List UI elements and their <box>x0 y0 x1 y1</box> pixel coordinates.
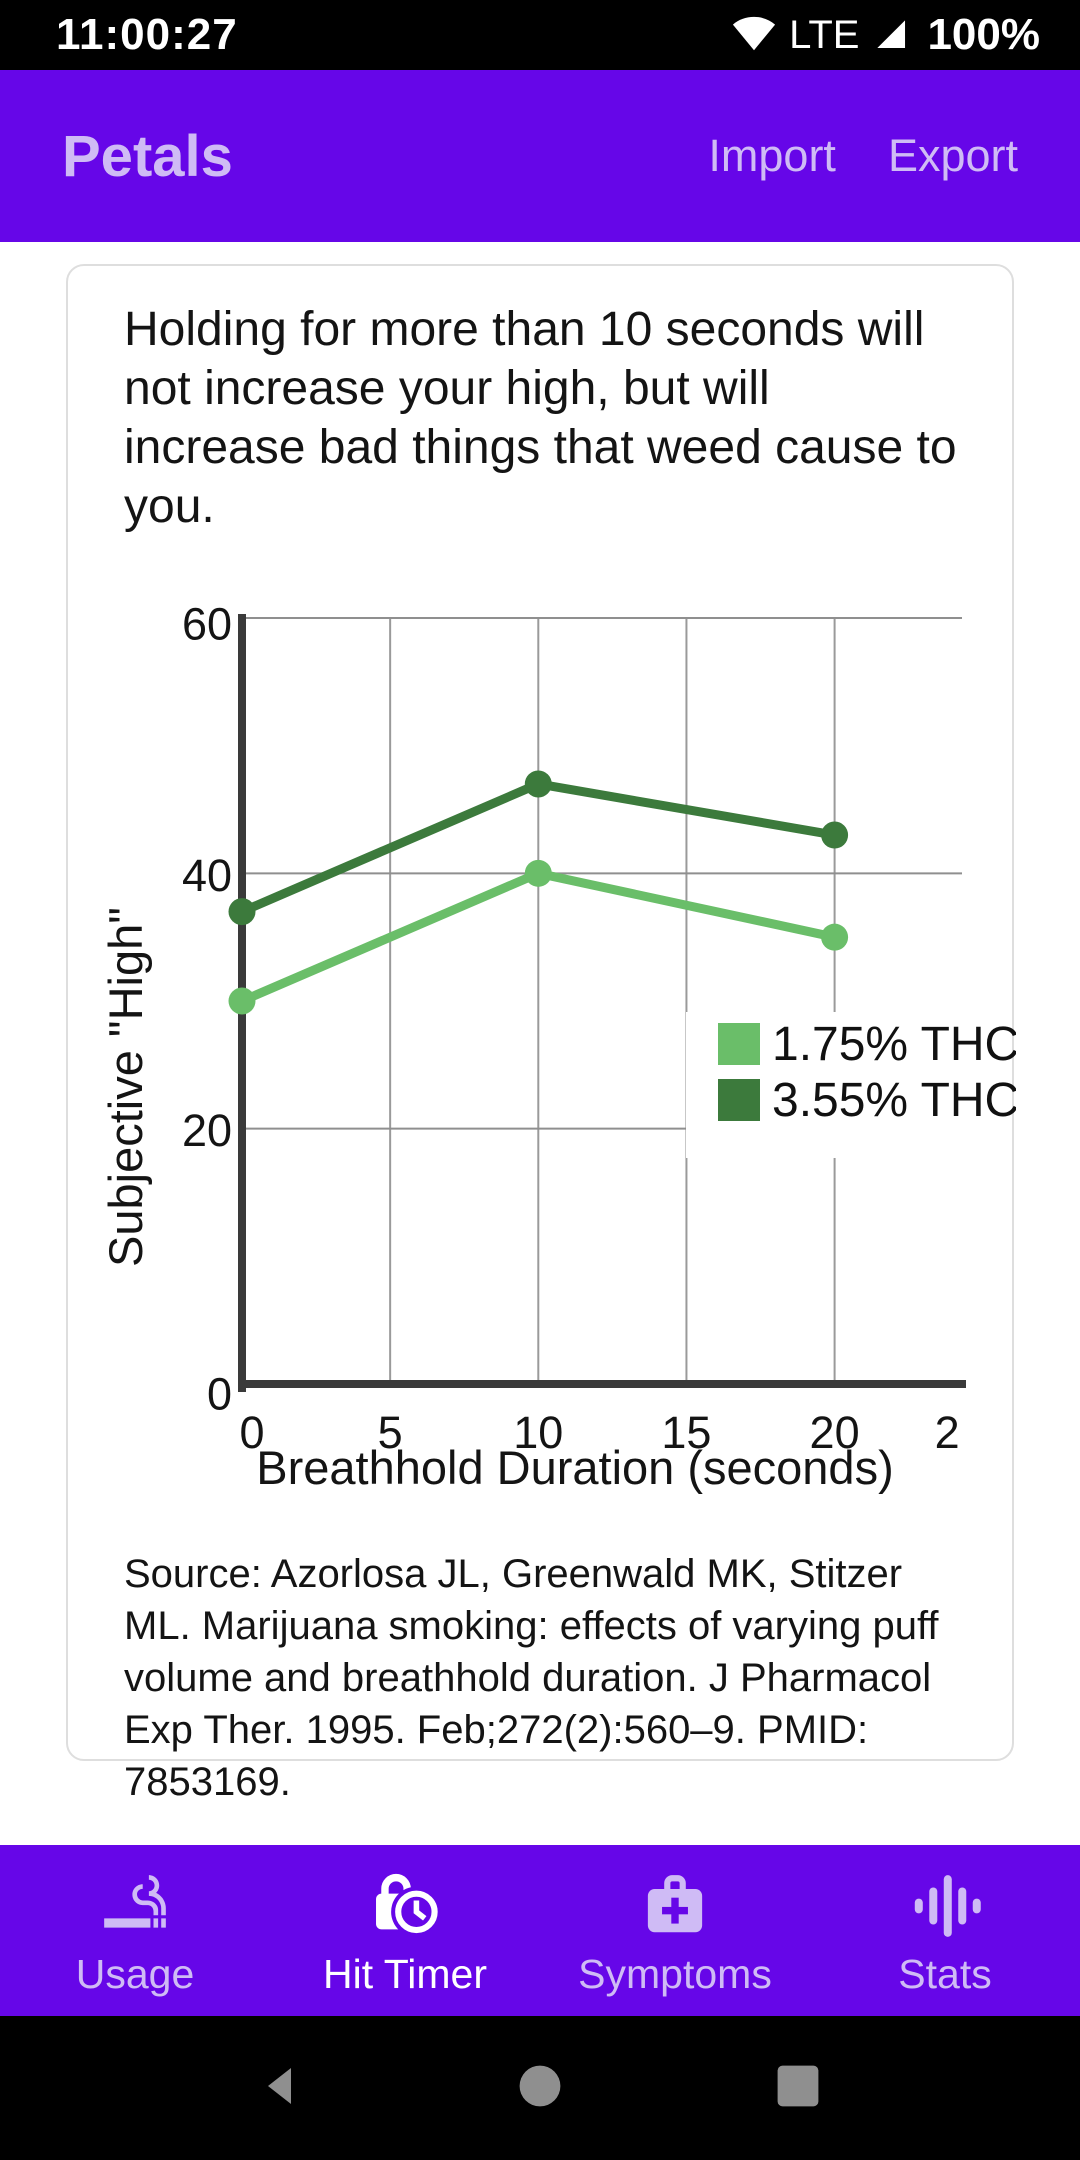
legend-label: 3.55% THC <box>772 1074 1016 1127</box>
lock-clock-icon <box>368 1869 442 1943</box>
nav-item-symptoms[interactable]: Symptoms <box>540 1845 810 2016</box>
legend-label: 1.75% THC <box>772 1018 1016 1071</box>
wifi-icon <box>731 13 777 58</box>
x-tick-label: 20 <box>810 1407 860 1458</box>
y-axis-title: Subjective "High" <box>99 907 152 1267</box>
legend-swatch <box>718 1079 760 1121</box>
x-tick-label: 0 <box>239 1407 264 1458</box>
data-point <box>821 821 849 849</box>
battery-percent: 100% <box>927 10 1040 59</box>
bottom-nav: Usage Hit Timer <box>0 1845 1080 2016</box>
export-button[interactable]: Export <box>887 130 1018 181</box>
android-system-nav <box>0 2016 1080 2160</box>
data-point <box>821 923 849 951</box>
nav-item-stats[interactable]: Stats <box>810 1845 1080 2016</box>
x-tick-label: 10 <box>513 1407 563 1458</box>
y-tick-label: 0 <box>207 1369 232 1420</box>
nav-label-usage: Usage <box>75 1951 195 1997</box>
source-citation: Source: Azorlosa JL, Greenwald MK, Stitz… <box>124 1552 939 1804</box>
android-home-button[interactable] <box>516 2062 564 2110</box>
nav-item-usage[interactable]: Usage <box>0 1845 270 2016</box>
medical-bag-icon <box>638 1869 712 1943</box>
status-clock: 11:00:27 <box>56 10 238 59</box>
nav-item-hit-timer[interactable]: Hit Timer <box>270 1845 540 2016</box>
y-tick-label: 40 <box>182 850 232 901</box>
app-title: Petals <box>62 123 233 189</box>
nav-label-symptoms: Symptoms <box>578 1951 772 1997</box>
app-bar-actions: Import Export <box>708 130 1018 182</box>
status-bar: 11:00:27 LTE 100% <box>0 0 1080 70</box>
data-point <box>524 770 552 798</box>
data-point <box>228 898 256 926</box>
cellular-signal-icon <box>871 14 909 57</box>
data-point <box>228 987 256 1015</box>
app-bar: Petals Import Export <box>0 70 1080 242</box>
status-icons: LTE 100% <box>731 10 1040 60</box>
android-back-button[interactable] <box>256 2062 304 2110</box>
y-tick-label: 20 <box>182 1105 232 1156</box>
android-recents-button[interactable] <box>774 2062 822 2110</box>
legend-swatch <box>718 1023 760 1065</box>
y-tick-label: 60 <box>182 599 232 650</box>
import-button[interactable]: Import <box>708 130 836 181</box>
x-tick-label: 15 <box>661 1407 711 1458</box>
nav-label-stats: Stats <box>898 1951 992 1997</box>
x-tick-label: 2 <box>935 1407 960 1458</box>
network-type-label: LTE <box>789 12 860 57</box>
info-card: Holding for more than 10 seconds will no… <box>66 264 1019 1804</box>
x-axis-line <box>238 1380 966 1388</box>
line-chart: 1.75% THC 3.55% THC 0 20 40 60 0 5 10 15 20 2 Breath… <box>68 576 1019 1516</box>
nav-label-hit-timer: Hit Timer <box>323 1951 487 1997</box>
x-axis-title: Breathhold Duration (seconds) <box>256 1441 893 1494</box>
card-title: Holding for more than 10 seconds will no… <box>124 303 957 533</box>
x-tick-label: 5 <box>378 1407 403 1458</box>
equalizer-icon <box>908 1869 982 1943</box>
smoking-icon <box>98 1869 172 1943</box>
data-point <box>524 859 552 887</box>
